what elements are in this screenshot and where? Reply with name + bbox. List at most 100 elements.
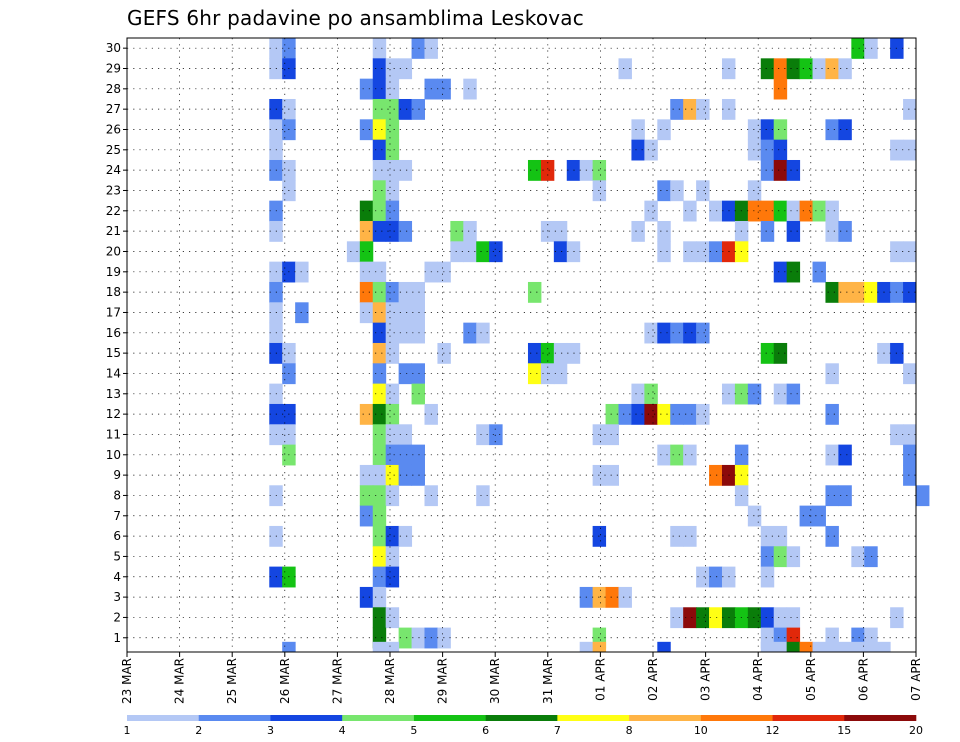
heatmap-cell	[683, 241, 697, 263]
heatmap-cell	[372, 424, 387, 446]
colorbar-label: 7	[554, 724, 561, 737]
y-tick-label: 1	[113, 631, 121, 645]
heatmap-cell	[851, 281, 865, 303]
heatmap-cell	[683, 98, 697, 120]
heatmap-cell	[851, 38, 865, 59]
heatmap-cell	[476, 322, 490, 344]
heatmap-cell	[786, 220, 801, 242]
heatmap-cell	[773, 525, 788, 547]
heatmap-cells	[269, 38, 930, 653]
heatmap-cell	[385, 322, 400, 344]
heatmap-cell	[372, 546, 387, 568]
heatmap-cell	[398, 58, 413, 80]
heatmap-cell	[670, 525, 684, 547]
y-tick-label: 18	[106, 285, 121, 299]
heatmap-cell	[903, 363, 917, 385]
heatmap-cell	[903, 241, 917, 263]
y-tick-label: 20	[106, 244, 121, 258]
heatmap-cell	[372, 342, 387, 364]
heatmap-cell	[683, 444, 697, 466]
heatmap-cell	[372, 363, 387, 385]
heatmap-cell	[773, 200, 788, 222]
heatmap-cell	[773, 58, 788, 80]
heatmap-cell	[385, 159, 400, 181]
heatmap-cell	[385, 119, 400, 141]
colorbar-swatch	[772, 715, 845, 721]
heatmap-cell	[799, 58, 814, 80]
x-axis: 23 MAR 24 MAR 25 MAR 26 MAR 27 MAR 28 MAR 29 M…	[120, 652, 923, 704]
x-tick-label: 24 MAR	[173, 658, 187, 704]
heatmap-cell	[670, 322, 684, 344]
heatmap-cell	[540, 342, 555, 364]
heatmap-cell	[372, 58, 387, 80]
heatmap-cell	[903, 139, 917, 161]
heatmap-cell	[372, 383, 387, 405]
heatmap-cell	[372, 641, 387, 653]
heatmap-cell	[670, 607, 684, 629]
heatmap-cell	[372, 302, 387, 324]
heatmap-cell	[825, 444, 839, 466]
heatmap-cell	[838, 641, 852, 653]
heatmap-cell	[670, 403, 684, 425]
heatmap-cell	[631, 383, 645, 405]
heatmap-cell	[295, 302, 309, 324]
heatmap-cell	[760, 546, 775, 568]
x-tick-label: 05 APR	[804, 658, 818, 701]
heatmap-cell	[372, 261, 387, 283]
heatmap-cell	[398, 281, 413, 303]
heatmap-cell	[747, 119, 762, 141]
heatmap-cell	[372, 159, 387, 181]
heatmap-cell	[527, 363, 542, 385]
heatmap-cell	[385, 607, 400, 629]
heatmap-cell	[346, 241, 361, 263]
heatmap-cell	[696, 607, 710, 629]
y-tick-label: 2	[113, 610, 121, 624]
colorbar-label: 1	[124, 724, 131, 737]
heatmap-cell	[657, 220, 671, 242]
heatmap-cell	[605, 464, 619, 486]
heatmap-cell	[579, 641, 594, 653]
heatmap-cell	[747, 607, 762, 629]
heatmap-cell	[773, 546, 788, 568]
heatmap-cell	[670, 180, 684, 202]
x-tick-label: 04 APR	[751, 658, 765, 701]
heatmap-cell	[618, 58, 632, 80]
heatmap-cell	[657, 241, 671, 263]
x-tick-label: 27 MAR	[330, 658, 344, 704]
heatmap-cell	[812, 641, 826, 653]
heatmap-cell	[864, 546, 878, 568]
heatmap-cell	[385, 485, 400, 507]
heatmap-cell	[398, 444, 413, 466]
heatmap-cell	[786, 641, 801, 653]
y-tick-label: 17	[106, 305, 121, 319]
y-tick-label: 13	[106, 387, 121, 401]
heatmap-cell	[644, 322, 658, 344]
heatmap-cell	[696, 403, 710, 425]
heatmap-cell	[372, 505, 387, 527]
colorbar-label: 20	[909, 724, 923, 737]
heatmap-cell	[372, 78, 387, 100]
x-tick-label: 23 MAR	[120, 658, 134, 704]
heatmap-cell	[747, 180, 762, 202]
plot-frame	[126, 37, 917, 653]
heatmap-cell	[773, 342, 788, 364]
heatmap-cell	[670, 444, 684, 466]
heatmap-cell	[903, 424, 917, 446]
heatmap-cell	[359, 261, 374, 283]
colorbar: 1 2 3 4 5 6 7 8 10 12 15 20	[124, 715, 923, 737]
heatmap-cell	[657, 322, 671, 344]
heatmap-cell	[644, 200, 658, 222]
heatmap-cell	[773, 78, 788, 100]
heatmap-cell	[773, 139, 788, 161]
heatmap-cell	[411, 464, 425, 486]
heatmap-cell	[372, 485, 387, 507]
heatmap-cell	[838, 58, 852, 80]
colorbar-swatch	[413, 715, 486, 721]
colorbar-swatch	[127, 715, 200, 721]
heatmap-cell	[372, 607, 387, 629]
heatmap-cell	[385, 281, 400, 303]
heatmap-cell	[838, 281, 852, 303]
heatmap-cell	[359, 485, 374, 507]
y-tick-label: 11	[106, 427, 121, 441]
heatmap-cell	[592, 641, 607, 653]
